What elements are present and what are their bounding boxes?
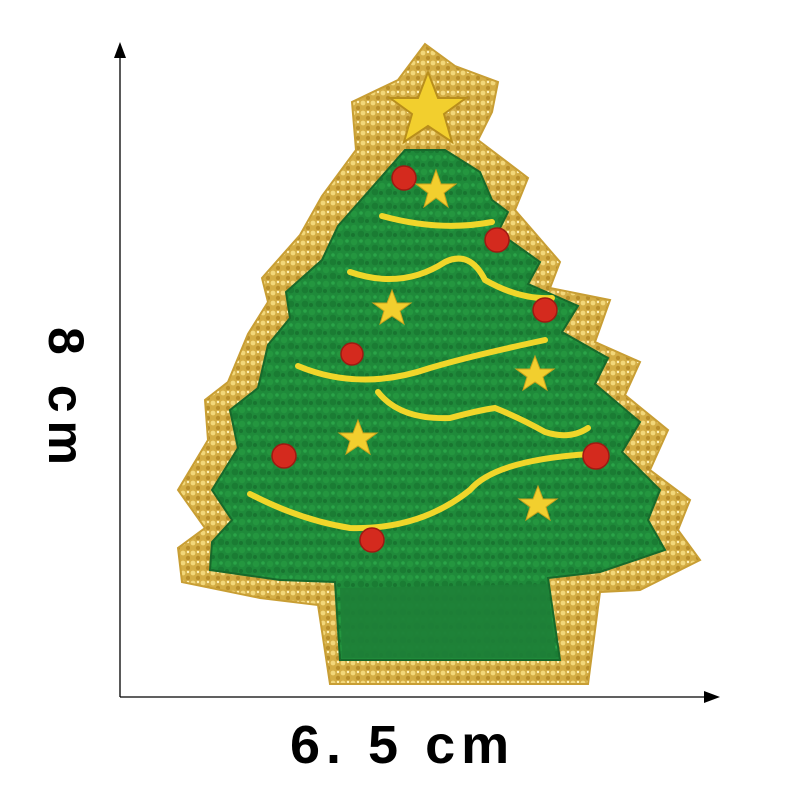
garlands — [247, 213, 593, 532]
ornament-icon — [532, 297, 558, 323]
ornament-icon — [391, 165, 417, 191]
horizontal-axis-arrow-icon — [704, 691, 720, 703]
ornament-icon — [582, 442, 610, 470]
vertical-axis-arrow-icon — [114, 42, 126, 58]
star-icon — [337, 418, 379, 456]
star-icon — [414, 168, 458, 209]
garland-5 — [247, 451, 593, 532]
height-dimension-label: 8 cm — [38, 327, 94, 473]
ornament-icon — [271, 443, 297, 469]
ornament-icon — [484, 227, 510, 253]
garland-3 — [295, 337, 548, 383]
garland-1 — [379, 213, 495, 229]
ornament-icon — [340, 342, 364, 366]
small-stars — [337, 168, 559, 522]
star-icon — [514, 354, 556, 392]
ornament-icon — [359, 527, 385, 553]
garland-4 — [375, 389, 591, 439]
star-icon — [371, 288, 413, 326]
top-star-icon — [386, 69, 470, 145]
christmas-tree-patch — [176, 42, 702, 685]
ornaments — [271, 165, 610, 553]
tree-body — [208, 149, 667, 661]
garland-2 — [347, 255, 555, 302]
width-dimension-label: 6. 5 cm — [290, 715, 516, 775]
tree-trunk — [340, 584, 556, 658]
dimension-axes — [114, 42, 720, 703]
star-icon — [517, 484, 559, 522]
